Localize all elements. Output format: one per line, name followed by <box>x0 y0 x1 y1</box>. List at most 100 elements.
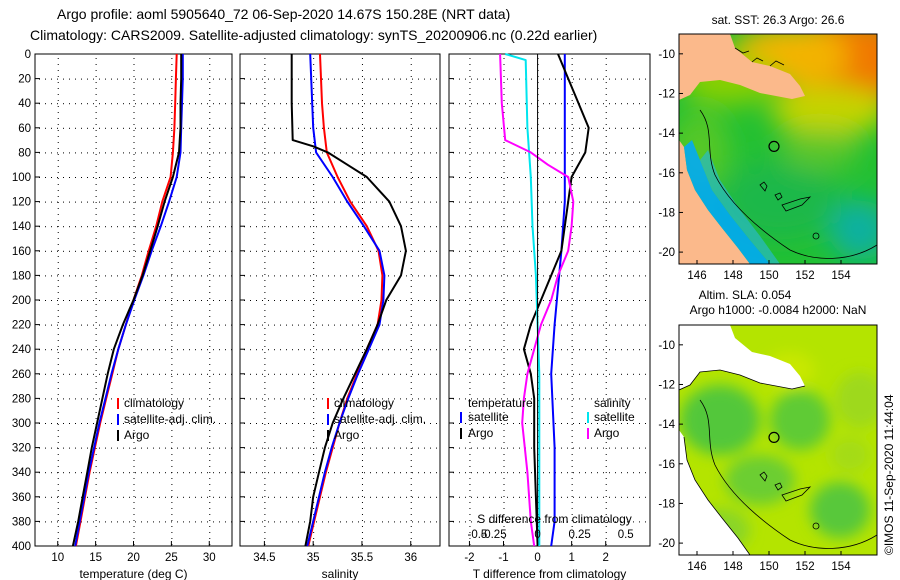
grid-dot <box>171 364 173 365</box>
grid-dot <box>615 201 616 203</box>
grid-dot <box>298 275 299 277</box>
grid-dot <box>352 103 353 105</box>
grid-dot <box>209 148 211 149</box>
grid-dot <box>93 201 94 203</box>
grid-dot <box>394 127 395 129</box>
grid-dot <box>133 76 135 77</box>
grid-dot <box>264 334 266 335</box>
grid-dot <box>503 370 505 371</box>
grid-dot <box>561 472 562 474</box>
grid-dot <box>209 232 211 233</box>
grid-dot <box>111 349 112 351</box>
sst-map: 146 148 150 152 154-10-12-14-16-18-20 <box>658 33 878 282</box>
grid-dot <box>410 454 412 455</box>
grid-dot <box>123 349 124 351</box>
grid-dot <box>209 250 211 251</box>
grid-dot <box>410 466 412 467</box>
grid-dot <box>469 130 471 131</box>
grid-dot <box>567 521 568 523</box>
grid-dot <box>503 220 505 221</box>
grid-dot <box>262 250 263 252</box>
grid-dot <box>571 172 573 173</box>
top-x-tick-label: -0.5 <box>468 529 488 541</box>
grid-dot <box>591 201 592 203</box>
grid-dot <box>513 152 514 154</box>
grid-dot <box>361 94 363 95</box>
grid-dot <box>45 177 46 178</box>
grid-dot <box>280 275 281 277</box>
grid-dot <box>340 103 341 105</box>
grid-dot <box>639 300 640 301</box>
grid-dot <box>171 196 173 197</box>
grid-dot <box>133 88 135 89</box>
grid-dot <box>410 490 412 491</box>
grid-dot <box>171 76 173 77</box>
grid-dot <box>256 349 257 351</box>
grid-dot <box>418 201 419 203</box>
grid-dot <box>322 78 323 80</box>
grid-dot <box>388 152 389 154</box>
grid-dot <box>605 58 607 59</box>
grid-dot <box>645 78 646 80</box>
grid-dot <box>183 250 184 252</box>
grid-dot <box>268 423 269 424</box>
grid-dot <box>573 300 574 301</box>
grid-dot <box>605 232 607 233</box>
map-x-tick-label: 152 <box>795 270 814 282</box>
grid-dot <box>503 400 505 401</box>
grid-dot <box>171 64 173 65</box>
grid-dot <box>394 447 395 449</box>
grid-dot <box>465 349 466 351</box>
grid-dot <box>310 275 311 277</box>
grid-dot <box>543 496 544 498</box>
grid-dot <box>471 423 472 424</box>
grid-dot <box>501 300 502 301</box>
grid-dot <box>264 112 266 113</box>
grid-dot <box>585 447 586 449</box>
grid-dot <box>171 328 173 329</box>
grid-dot <box>95 214 97 215</box>
grid-dot <box>207 103 208 105</box>
grid-dot <box>571 484 573 485</box>
grid-dot <box>627 398 628 400</box>
grid-dot <box>376 226 377 228</box>
grid-dot <box>436 152 437 154</box>
grid-dot <box>361 148 363 149</box>
grid-dot <box>579 127 580 129</box>
grid-dot <box>209 538 211 539</box>
grid-dot <box>412 447 413 449</box>
grid-dot <box>519 226 520 228</box>
grid-dot <box>503 142 505 143</box>
grid-dot <box>430 103 431 105</box>
grid-dot <box>256 496 257 498</box>
grid-dot <box>316 398 317 400</box>
grid-dot <box>410 520 412 521</box>
grid-dot <box>93 472 94 474</box>
grid-dot <box>171 398 172 400</box>
grid-dot <box>571 274 573 275</box>
x-tick-label: 25 <box>165 552 178 564</box>
grid-dot <box>99 103 100 105</box>
grid-dot <box>129 250 130 252</box>
grid-dot <box>313 226 315 227</box>
grid-dot <box>519 152 520 154</box>
grid-dot <box>256 78 257 80</box>
grid-dot <box>95 136 97 137</box>
grid-dot <box>105 447 106 449</box>
grid-dot <box>645 423 646 424</box>
grid-dot <box>605 274 607 275</box>
grid-dot <box>213 300 214 301</box>
x-tick-label: 15 <box>89 552 102 564</box>
grid-dot <box>195 398 196 400</box>
grid-dot <box>95 70 97 71</box>
grid-dot <box>256 152 257 154</box>
grid-dot <box>81 127 82 129</box>
grid-dot <box>313 286 315 287</box>
grid-dot <box>201 447 202 449</box>
grid-dot <box>605 184 607 185</box>
grid-dot <box>213 472 214 474</box>
grid-dot <box>605 124 607 125</box>
grid-dot <box>165 349 166 351</box>
grid-dot <box>129 373 130 375</box>
grid-dot <box>209 334 211 335</box>
